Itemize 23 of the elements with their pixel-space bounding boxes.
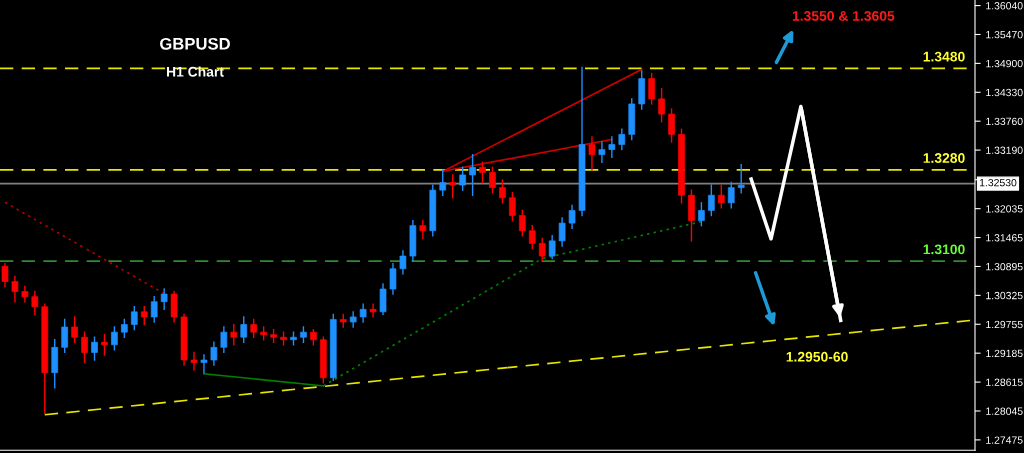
y-tick-label: 1.31465 [986,234,1023,242]
y-tick-label: 1.35470 [986,30,1023,39]
y-tick-label: 1.30895 [986,262,1023,271]
ref-line-label: 1.3100 [923,244,965,255]
y-tick-label: 1.33190 [986,146,1023,154]
y-tick-label: 1.27475 [986,436,1023,444]
text: GBPUSD [160,37,230,50]
y-tick-label: 1.34900 [986,59,1023,68]
ref-line-label: 1.3280 [923,153,965,163]
y-tick-label: 1.28045 [986,407,1023,415]
y-tick-label: 1.32035 [986,205,1023,213]
y-tick-label: 1.29755 [986,320,1023,329]
annotation: 1.3550 & 1.3605 [792,11,895,21]
y-tick-label: 1.36040 [986,2,1023,10]
y-tick-label: 1.30325 [986,291,1023,300]
y-tick-label: 1.33760 [986,117,1023,126]
text: H1 Chart [166,66,224,77]
annotation: 1.2950-60 [786,351,848,362]
ref-line-label: 1.3480 [923,51,965,62]
y-tick-label: 1.28615 [986,378,1023,386]
y-tick-label: 1.34330 [986,88,1023,97]
y-tick-label: 1.29185 [986,349,1023,358]
ref-line-label: 1.32530 [979,178,1017,187]
